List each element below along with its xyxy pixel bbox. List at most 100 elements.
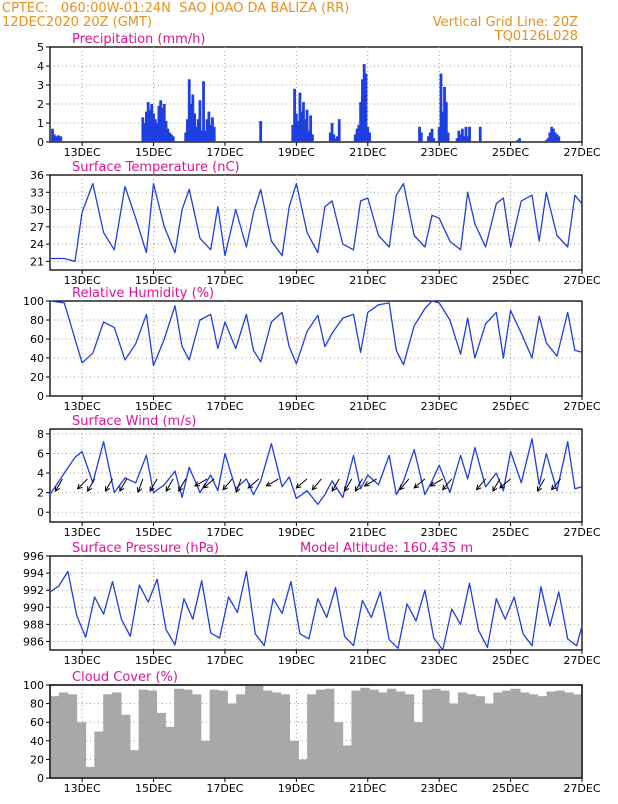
precip-bar — [162, 104, 166, 142]
wind-arrow-head — [202, 483, 209, 489]
header-model-id: TQ0126L028 — [494, 29, 578, 44]
panel6-xtick-label: 13DEC — [64, 782, 101, 795]
panel4-xtick-label: 13DEC — [64, 526, 101, 539]
panel3-xtick-label: 27DEC — [563, 400, 600, 413]
precip-bar — [418, 126, 421, 142]
panel4-series-line — [49, 438, 583, 506]
precip-bar — [196, 119, 200, 142]
cloud-bar — [475, 696, 486, 778]
panel3-series-line — [49, 300, 583, 367]
precip-bar — [143, 123, 147, 142]
precip-bar — [361, 79, 364, 142]
panel6-ytick-label: 0 — [37, 772, 44, 785]
cloud-bar — [573, 694, 583, 778]
cloud-bar — [342, 745, 353, 778]
cloud-bar — [112, 692, 122, 778]
panel6-xtick-label: 25DEC — [492, 782, 529, 795]
precip-bar — [291, 124, 295, 142]
precip-bar — [432, 138, 436, 142]
panel5-frame — [49, 555, 583, 651]
precip-bar — [259, 121, 263, 142]
cloud-bar — [183, 689, 193, 778]
wind-arrow — [119, 478, 128, 492]
wind-arrow-head — [344, 486, 350, 493]
panel1-xtick-label: 27DEC — [563, 146, 600, 159]
cloud-bar — [76, 722, 87, 778]
cloud-bar — [528, 694, 539, 778]
panel5-annotation: Model Altitude: 160.435 m — [300, 541, 473, 556]
wind-arrow-head — [363, 481, 370, 487]
cloud-bar — [466, 694, 477, 778]
cloud-bar — [262, 690, 273, 778]
precip-bar — [191, 94, 195, 142]
cloud-bar — [227, 703, 237, 778]
wind-arrow-head — [354, 486, 360, 493]
cloud-bar — [511, 688, 521, 778]
wind-arrow — [476, 478, 486, 490]
precip-bar — [187, 79, 191, 142]
cloud-bar — [103, 694, 113, 778]
panel2-frame — [49, 174, 583, 271]
precip-bar — [186, 119, 189, 142]
precip-bar — [368, 132, 371, 142]
header-grid-note: Vertical Grid Line: 20Z — [432, 15, 578, 30]
wind-arrow — [165, 478, 174, 492]
precip-bar — [145, 111, 148, 142]
cloud-bar — [431, 688, 441, 778]
precip-bar — [330, 123, 334, 142]
cloud-bar — [191, 694, 202, 778]
precip-bar — [557, 136, 561, 142]
cloud-bar — [209, 689, 220, 778]
panel1-xtick-label: 13DEC — [64, 146, 101, 159]
precip-bar — [152, 113, 155, 142]
panel2-ytick-label: 21 — [30, 255, 44, 268]
cloud-bar — [58, 692, 69, 778]
wind-arrow-head — [235, 487, 241, 494]
precip-bar — [159, 100, 163, 142]
wind-arrow — [492, 478, 501, 492]
precip-bar — [428, 132, 432, 142]
wind-arrow — [235, 478, 242, 493]
panel5-ytick-label: 996 — [23, 550, 44, 563]
panel4-xtick-label: 15DEC — [135, 526, 172, 539]
precip-bar — [194, 126, 198, 142]
panel5-ytick-label: 990 — [23, 601, 44, 614]
panel2-ytick-label: 36 — [30, 169, 44, 182]
cloud-bar — [289, 740, 299, 778]
wind-arrow-head — [178, 486, 184, 493]
wind-arrow-head — [104, 486, 111, 493]
precip-bar — [464, 126, 468, 142]
wind-arrow-head — [119, 486, 125, 493]
panel4-ytick-label: 0 — [37, 506, 44, 519]
precip-bar — [359, 102, 363, 142]
wind-arrow-head — [413, 483, 420, 489]
panel3-ytick-label: 100 — [23, 295, 44, 308]
cloud-bar — [564, 692, 574, 778]
precip-bar — [466, 136, 470, 142]
precip-bar — [337, 119, 341, 142]
precip-bar — [146, 102, 150, 142]
panel1-title: Precipitation (mm/h) — [72, 32, 205, 47]
cloud-bar — [200, 740, 211, 778]
precip-bar — [293, 88, 296, 142]
panel1-ytick-label: 5 — [37, 41, 44, 54]
precip-bar — [355, 128, 359, 142]
precip-bar — [203, 130, 207, 142]
cloud-bar — [555, 690, 565, 778]
panel2-series-line — [50, 182, 583, 263]
panel4-ytick-label: 6 — [37, 447, 44, 460]
panel4-title: Surface Wind (m/s) — [72, 414, 196, 429]
panel4-xtick-label: 25DEC — [492, 526, 529, 539]
cloud-bar — [245, 685, 255, 778]
precip-bar — [427, 136, 430, 142]
panel1-xtick-label: 19DEC — [278, 146, 315, 159]
precip-bar — [56, 135, 60, 142]
panel3-xtick-label: 21DEC — [349, 400, 386, 413]
panel1-ytick-label: 1 — [37, 117, 44, 130]
cloud-bar — [519, 692, 530, 778]
precip-bar — [59, 136, 63, 142]
panel3-xtick-label: 13DEC — [64, 400, 101, 413]
cloud-bar — [360, 687, 370, 778]
cloud-bar — [138, 689, 149, 778]
